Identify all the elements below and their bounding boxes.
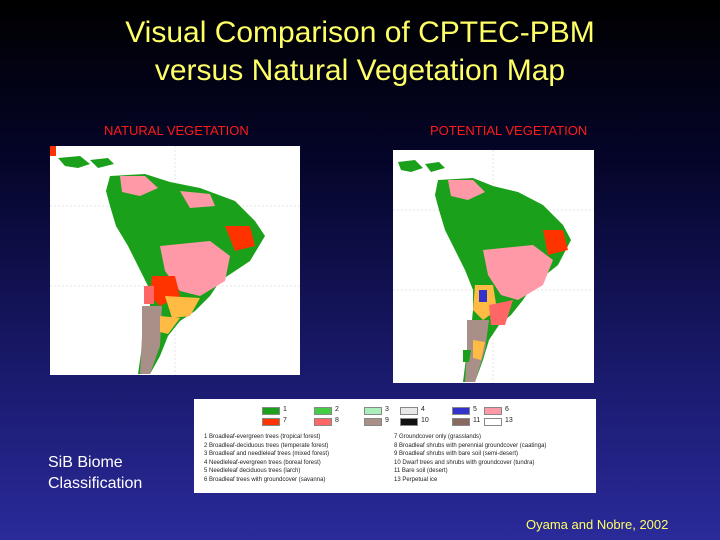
potential-vegetation-map [393, 150, 594, 383]
legend-item: 4 Needleleaf-evergreen trees (boreal for… [204, 459, 321, 466]
natural-vegetation-map [50, 146, 300, 375]
biome-legend: 1 2 3 4 5 6 7 8 9 10 11 13 1 Broadleaf-evergreen tre… [194, 399, 596, 493]
legend-number-8: 8 [335, 417, 339, 424]
legend-swatch-10 [400, 418, 418, 426]
legend-swatch-7 [262, 418, 280, 426]
legend-swatch-9 [364, 418, 382, 426]
citation-credit: Oyama and Nobre, 2002 [526, 517, 669, 532]
legend-swatch-6 [484, 407, 502, 415]
legend-number-3: 3 [385, 406, 389, 413]
legend-swatch-8 [314, 418, 332, 426]
legend-item: 13 Perpetual ice [394, 476, 438, 483]
legend-item: 2 Broadleaf-deciduous trees (temperate f… [204, 442, 329, 449]
legend-number-6: 6 [505, 406, 509, 413]
legend-number-5: 5 [473, 406, 477, 413]
legend-item: 3 Broadleaf and needleleaf trees (mixed … [204, 451, 330, 457]
legend-item: 5 Needleleaf deciduous trees (larch) [204, 468, 301, 474]
caption-line1: SiB Biome [48, 454, 123, 471]
sib-biome-caption: SiB Biome Classification [48, 452, 142, 494]
legend-item: 9 Broadleaf shrubs with bare soil (semi-… [394, 451, 519, 457]
slide-title-line2: versus Natural Vegetation Map [154, 54, 566, 87]
legend-number-11: 11 [473, 417, 481, 424]
legend-number-9: 9 [385, 417, 389, 424]
caption-line2: Classification [48, 475, 143, 492]
legend-swatch-13 [484, 418, 502, 426]
legend-item: 7 Groundcover only (grasslands) [394, 434, 482, 440]
legend-swatch-4 [400, 407, 418, 415]
legend-number-10: 10 [421, 417, 429, 424]
legend-item: 1 Broadleaf-evergreen trees (tropical fo… [204, 434, 321, 440]
legend-number-1: 1 [283, 406, 287, 413]
slide-title: Visual Comparison of CPTEC-PBM versus Na… [0, 14, 720, 90]
natural-vegetation-label: NATURAL VEGETATION [104, 123, 249, 138]
legend-swatch-3 [364, 407, 382, 415]
legend-swatch-2 [314, 407, 332, 415]
legend-item: 11 Bare soil (desert) [394, 468, 448, 474]
legend-item: 6 Broadleaf trees with groundcover (sava… [204, 476, 326, 483]
legend-item: 8 Broadleaf shrubs with perennial ground… [394, 442, 547, 449]
legend-number-2: 2 [335, 406, 339, 413]
legend-swatch-5 [452, 407, 470, 415]
legend-swatch-1 [262, 407, 280, 415]
potential-vegetation-label: POTENTIAL VEGETATION [430, 123, 588, 138]
legend-item: 10 Dwarf trees and shrubs with groundcov… [394, 459, 535, 466]
legend-number-7: 7 [283, 417, 287, 424]
legend-number-4: 4 [421, 406, 425, 413]
slide-title-line1: Visual Comparison of CPTEC-PBM [125, 16, 595, 49]
legend-number-13: 13 [505, 417, 513, 424]
legend-swatch-11 [452, 418, 470, 426]
